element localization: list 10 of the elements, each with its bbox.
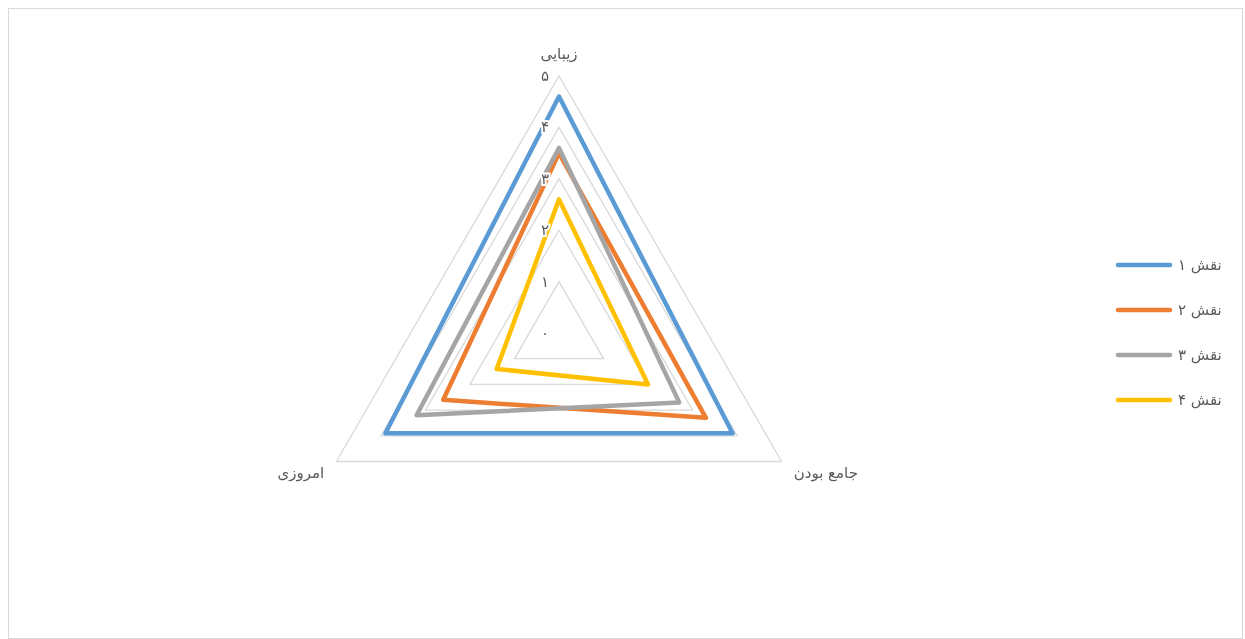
spoke-label: امروزی — [277, 463, 325, 482]
y-tick-label: ۵ — [540, 67, 550, 85]
legend-label: نقش ۲ — [1178, 301, 1222, 319]
legend-label: نقش ۳ — [1178, 346, 1222, 364]
legend-label: نقش ۴ — [1178, 391, 1222, 409]
spoke-label: جامع بودن — [793, 463, 858, 482]
y-tick-label: ۱ — [540, 272, 550, 291]
legend-label: نقش ۱ — [1178, 256, 1222, 274]
y-tick-label: ۰ — [540, 324, 550, 342]
spoke-label: زیبایی — [540, 45, 578, 63]
